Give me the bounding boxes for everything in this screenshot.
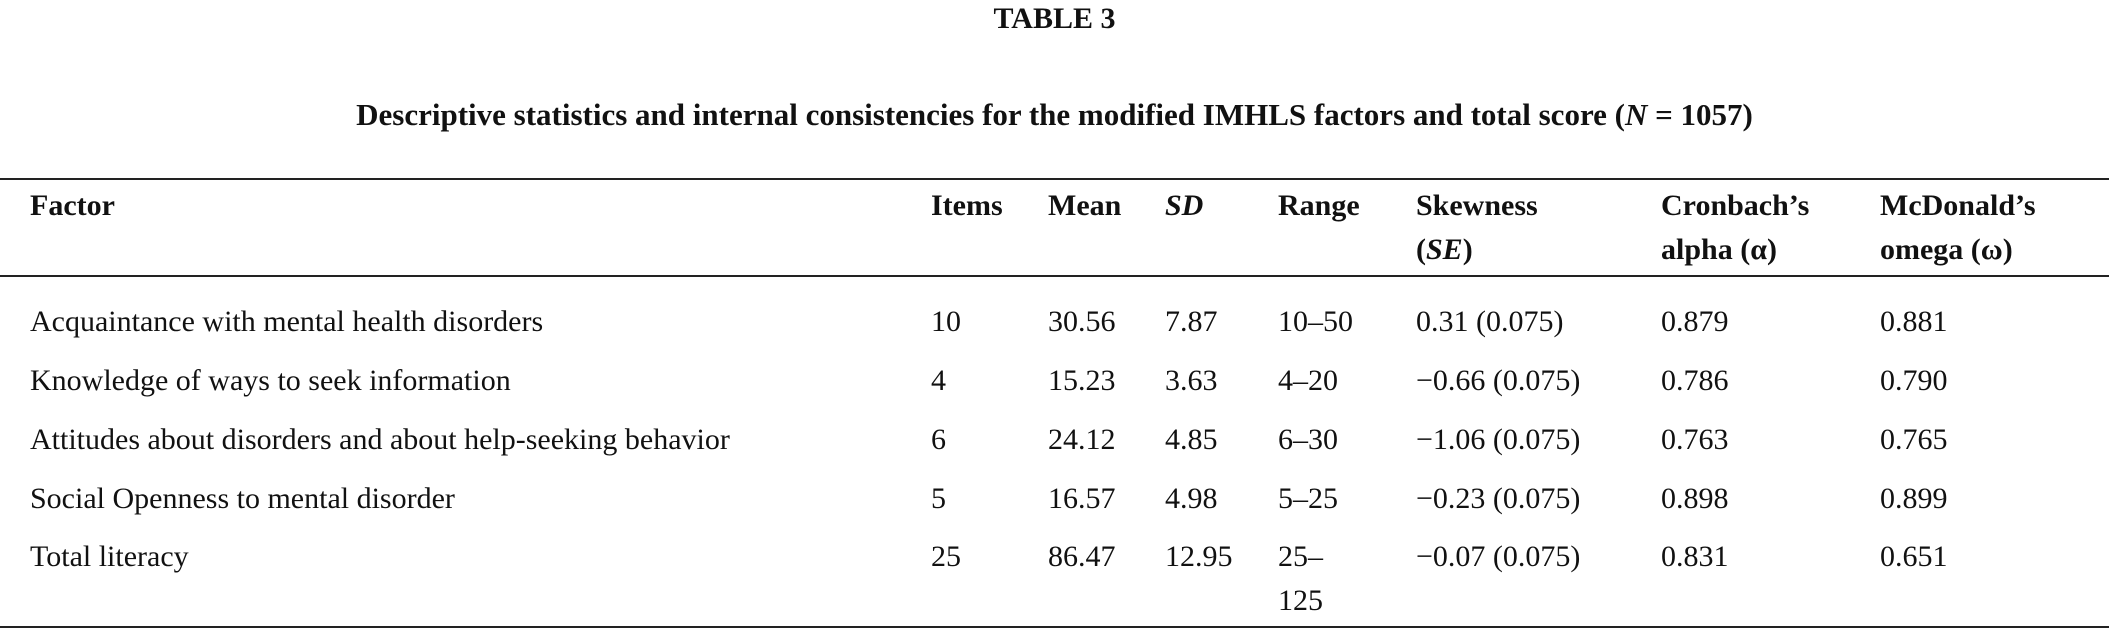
row-label: Total literacy xyxy=(30,540,189,573)
cell-value: 25 xyxy=(931,540,961,573)
cell-value: 0.881 xyxy=(1880,305,1948,338)
cell-value: 0.651 xyxy=(1880,540,1948,573)
row-label: Acquaintance with mental health disorder… xyxy=(30,305,544,338)
cell-value: −0.23 (0.075) xyxy=(1416,482,1581,515)
cell-value: 6 xyxy=(931,423,946,456)
header-cell: SD xyxy=(1165,184,1270,228)
header-rule xyxy=(0,275,2109,277)
header-text: Skewness xyxy=(1416,189,1538,222)
cell-value: 0.765 xyxy=(1880,423,1948,456)
cell-value: 3.63 xyxy=(1165,364,1218,397)
cell-value: 4 xyxy=(931,364,946,397)
top-rule xyxy=(0,178,2109,180)
cell-value: 10–50 xyxy=(1278,305,1353,338)
header-text: Factor xyxy=(30,189,115,222)
header-line: omega (ω) xyxy=(1880,228,2100,272)
cell-value: 25–125 xyxy=(1278,540,1323,617)
cell-value: 5 xyxy=(931,482,946,515)
cell-value: −0.66 (0.075) xyxy=(1416,364,1581,397)
header-line: Skewness xyxy=(1416,184,1656,228)
caption-italic: N xyxy=(1624,97,1648,132)
header-line: SD xyxy=(1165,184,1270,228)
header-text: SD xyxy=(1165,189,1204,222)
cell-value: 5–25 xyxy=(1278,482,1338,515)
header-cell: Items xyxy=(931,184,1041,228)
cell-value: 4–20 xyxy=(1278,364,1338,397)
header-line: Range xyxy=(1278,184,1360,228)
bottom-rule xyxy=(0,626,2109,628)
header-line: McDonald’s xyxy=(1880,184,2100,228)
cell-value: 4.98 xyxy=(1165,482,1218,515)
caption-text: Descriptive statistics and internal cons… xyxy=(356,97,1625,132)
cell-value: 24.12 xyxy=(1048,423,1116,456)
header-text: Items xyxy=(931,189,1003,222)
header-line: alpha (α) xyxy=(1661,228,1871,272)
header-line: Cronbach’s xyxy=(1661,184,1871,228)
cell-value: 30.56 xyxy=(1048,305,1116,338)
cell-value: 6–30 xyxy=(1278,423,1338,456)
header-text: McDonald’s xyxy=(1880,189,2036,222)
row-label: Knowledge of ways to seek information xyxy=(30,364,511,397)
cell-value: 0.763 xyxy=(1661,423,1729,456)
header-text: ) xyxy=(1462,233,1473,266)
header-line: Factor xyxy=(30,184,910,228)
cell-value: 0.898 xyxy=(1661,482,1729,515)
header-cell: McDonald’s omega (ω) xyxy=(1880,184,2100,272)
header-text: Cronbach’s xyxy=(1661,189,1810,222)
cell-value: 12.95 xyxy=(1165,540,1233,573)
header-text: alpha (α) xyxy=(1661,233,1777,266)
header-cell: Skewness (SE) xyxy=(1416,184,1656,272)
cell-value: 0.31 (0.075) xyxy=(1416,305,1564,338)
header-cell: Cronbach’s alpha (α) xyxy=(1661,184,1871,272)
row-label: Attitudes about disorders and about help… xyxy=(30,423,730,456)
cell-value: −1.06 (0.075) xyxy=(1416,423,1581,456)
header-text: Mean xyxy=(1048,189,1122,222)
header-cell: Range xyxy=(1278,184,1360,228)
cell-value: 10 xyxy=(931,305,961,338)
cell-value: 15.23 xyxy=(1048,364,1116,397)
header-cell: Factor xyxy=(30,184,910,228)
row-label: Social Openness to mental disorder xyxy=(30,482,455,515)
header-line: (SE) xyxy=(1416,228,1656,272)
cell-value: 0.899 xyxy=(1880,482,1948,515)
table-caption: Descriptive statistics and internal cons… xyxy=(0,97,2109,133)
cell-value: 0.879 xyxy=(1661,305,1729,338)
cell-value: 4.85 xyxy=(1165,423,1218,456)
table-title: TABLE 3 xyxy=(993,2,1116,35)
cell-value: 86.47 xyxy=(1048,540,1116,573)
header-line: Mean xyxy=(1048,184,1158,228)
cell-value: 7.87 xyxy=(1165,305,1218,338)
header-text: ( xyxy=(1416,233,1426,266)
header-text: Range xyxy=(1278,189,1360,222)
header-text: omega (ω) xyxy=(1880,233,2013,266)
cell-value: 0.831 xyxy=(1661,540,1729,573)
header-cell: Mean xyxy=(1048,184,1158,228)
header-text: SE xyxy=(1426,233,1463,266)
cell-value: 16.57 xyxy=(1048,482,1116,515)
caption-text: = 1057) xyxy=(1647,97,1753,132)
cell-value: 0.790 xyxy=(1880,364,1948,397)
cell-value: −0.07 (0.075) xyxy=(1416,540,1581,573)
header-line: Items xyxy=(931,184,1041,228)
cell-value: 0.786 xyxy=(1661,364,1729,397)
